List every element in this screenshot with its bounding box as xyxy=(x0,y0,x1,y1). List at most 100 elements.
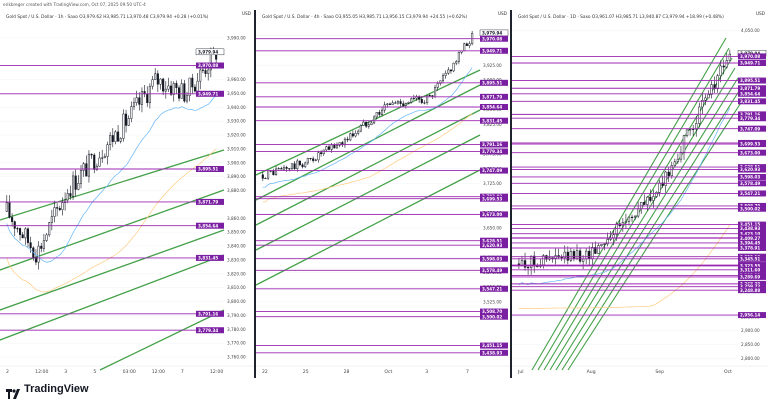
label-bg xyxy=(480,342,508,349)
candle-body xyxy=(122,113,125,139)
time-tick-label: Sep xyxy=(655,369,664,375)
price-tick-label: 3,925.00 xyxy=(483,63,502,68)
candle-body xyxy=(575,250,579,259)
candle-body xyxy=(667,171,670,177)
time-tick-label: Oct xyxy=(384,369,392,375)
candle-body xyxy=(449,69,452,72)
ma-fast-line xyxy=(6,95,217,263)
label-bg xyxy=(480,211,508,218)
level-value: 3,547.21 xyxy=(482,286,502,291)
price-tick-label: 3,770.00 xyxy=(227,341,246,346)
label-bg xyxy=(738,266,766,273)
level-label: 3,508.70 xyxy=(480,308,508,315)
level-value: 3,248.88 xyxy=(740,288,760,293)
chart-panel-1h[interactable]: 3,990.00 3,960.00 3,950.00 3,940.00 3,930.00… xyxy=(0,10,254,378)
level-label: 3,500.02 xyxy=(738,205,766,212)
trend-line xyxy=(0,189,225,271)
panel-divider[interactable] xyxy=(254,10,256,378)
plot-1h[interactable]: 3,990.00 3,960.00 3,950.00 3,940.00 3,930.00… xyxy=(0,10,254,378)
candle-body xyxy=(640,201,643,209)
candle-body xyxy=(420,99,423,103)
candle-body xyxy=(343,138,346,146)
level-value: 3,779.34 xyxy=(198,328,218,333)
level-value: 3,979.94 xyxy=(740,51,760,56)
level-value: 2,956.14 xyxy=(740,313,760,318)
candle-body xyxy=(148,85,151,103)
candle-body xyxy=(199,69,202,82)
level-value: 3,970.08 xyxy=(482,36,502,41)
level-label: 3,949.71 xyxy=(738,59,766,66)
candle-body xyxy=(280,168,283,170)
price-tick-label: 3,760.00 xyxy=(227,355,246,360)
candle-body xyxy=(569,251,573,261)
candle-body xyxy=(468,43,471,46)
level-value: 3,578.49 xyxy=(482,268,502,273)
candle-body xyxy=(98,157,101,167)
level-value: 3,378.91 xyxy=(740,246,760,251)
level-value: 3,394.45 xyxy=(740,241,760,246)
candle-body xyxy=(655,192,658,197)
trend-line xyxy=(0,149,225,221)
candle-body xyxy=(72,175,75,197)
candle-body xyxy=(695,123,698,130)
level-value: 3,854.64 xyxy=(740,91,760,96)
label-bg xyxy=(480,35,508,42)
chart-panel-4h[interactable]: 3,975.003,925.003,900.003,850.003,825.00… xyxy=(256,10,510,378)
candle-body xyxy=(66,193,69,201)
level-value: 3,620.93 xyxy=(482,243,502,248)
level-label: 3,831.45 xyxy=(480,117,508,124)
level-label: 3,747.09 xyxy=(738,125,766,132)
plot-4h[interactable]: 3,975.003,925.003,900.003,850.003,825.00… xyxy=(256,10,510,378)
label-bg xyxy=(480,313,508,320)
price-levels: 3,979.943,970.08 3,949.71 3,895.51 3,871.79… xyxy=(512,49,767,319)
label-bg xyxy=(738,287,766,294)
label-bg xyxy=(196,90,224,97)
candle-body xyxy=(103,156,106,159)
candle-body xyxy=(636,208,640,217)
candle-body xyxy=(643,201,646,205)
candle-body xyxy=(109,135,112,145)
label-bg xyxy=(738,149,766,156)
candle-body xyxy=(11,217,14,222)
level-label: 3,854.64 xyxy=(738,90,766,97)
candle-body xyxy=(346,138,349,141)
label-bg xyxy=(196,222,224,229)
label-bg xyxy=(738,141,766,148)
label-bg xyxy=(196,327,224,334)
time-tick-label: 7 xyxy=(181,369,184,375)
label-bg xyxy=(480,242,508,249)
candle-body xyxy=(402,103,405,106)
chart-panel-1d[interactable]: 4,050.002,950.002,900.002,850.002,800.00… xyxy=(512,10,768,378)
time-tick-label: 12:00 xyxy=(210,369,223,375)
level-label: 3,311.60 xyxy=(738,266,766,273)
candle-body xyxy=(170,85,173,95)
candle-body xyxy=(312,158,315,161)
trend-line xyxy=(0,229,225,311)
candle-body xyxy=(404,103,407,106)
candle-body xyxy=(698,106,701,124)
candle-body xyxy=(658,182,661,193)
time-tick-label: 3 xyxy=(425,369,428,375)
label-bg xyxy=(738,53,766,60)
symbol-title-1d: Gold Spot / U.S. Dollar · 1D · Saxo O3,9… xyxy=(518,15,724,20)
candle-body xyxy=(646,196,649,205)
level-value: 3,895.51 xyxy=(740,78,760,83)
panel-divider[interactable] xyxy=(510,10,512,378)
level-label: 3,259.72 xyxy=(738,283,766,290)
candle-body xyxy=(146,93,149,103)
label-bg xyxy=(738,312,766,319)
time-tick-label: 25 xyxy=(303,369,309,375)
level-label: 3,620.93 xyxy=(480,242,508,249)
level-label: 3,323.55 xyxy=(738,262,766,269)
candle-body xyxy=(685,129,689,136)
level-value: 3,451.15 xyxy=(740,222,760,227)
candle-body xyxy=(79,170,83,184)
candle-body xyxy=(428,95,431,97)
level-value: 3,345.51 xyxy=(740,256,760,261)
plot-1d[interactable]: 4,050.002,950.002,900.002,850.002,800.00… xyxy=(512,10,768,378)
level-label: 3,895.51 xyxy=(196,166,224,173)
candle-body xyxy=(551,257,554,259)
candle-body xyxy=(204,70,207,74)
candle-body xyxy=(275,168,278,176)
candle-body xyxy=(722,65,725,68)
